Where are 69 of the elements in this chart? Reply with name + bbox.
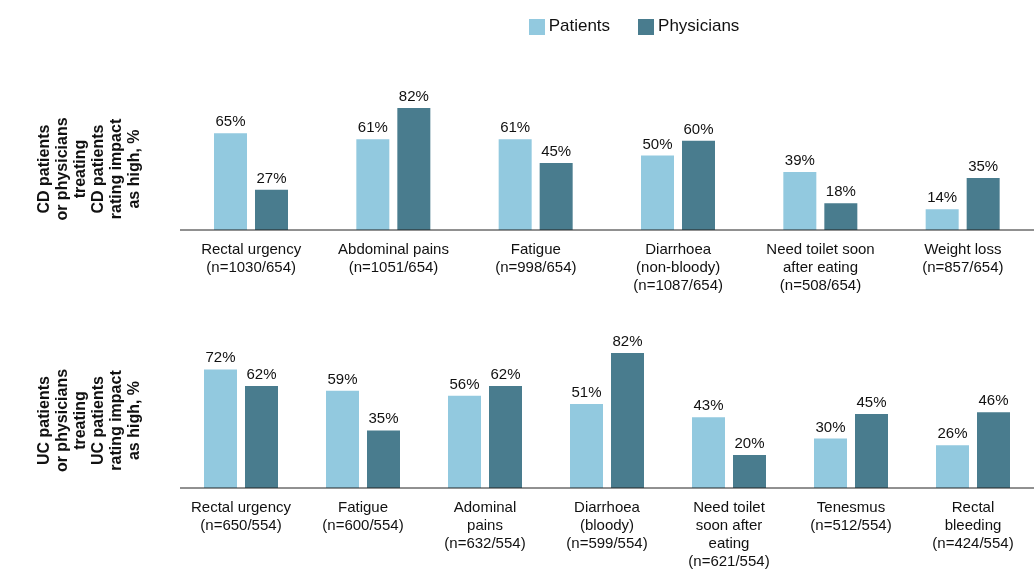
x-tick-label: Weight loss (n=857/654) bbox=[922, 240, 1004, 275]
data-label: 46% bbox=[978, 391, 1009, 409]
bar bbox=[936, 445, 969, 488]
data-label: 35% bbox=[368, 409, 399, 427]
data-label: 62% bbox=[246, 364, 277, 382]
bar bbox=[925, 209, 959, 230]
data-label: 39% bbox=[784, 150, 815, 168]
bar bbox=[641, 155, 674, 230]
x-tick-label: Need toilet soon after eating (n=508/654) bbox=[766, 240, 875, 293]
bar bbox=[245, 385, 278, 488]
legend-label: Physicians bbox=[658, 16, 740, 35]
data-label: 14% bbox=[927, 188, 958, 206]
bar bbox=[783, 171, 817, 230]
data-label: 50% bbox=[642, 134, 673, 152]
data-label: 18% bbox=[825, 182, 856, 200]
data-label: 82% bbox=[398, 87, 429, 104]
data-label: 26% bbox=[937, 424, 968, 442]
bar bbox=[356, 139, 390, 230]
x-tick-label: Tenesmus (n=512/554) bbox=[810, 498, 892, 533]
bar bbox=[570, 404, 603, 488]
data-label: 20% bbox=[734, 434, 765, 452]
data-label: 82% bbox=[612, 332, 643, 349]
bar bbox=[539, 163, 573, 230]
x-tick-label: Fatigue (n=600/554) bbox=[322, 498, 404, 533]
data-label: 72% bbox=[205, 348, 236, 366]
x-tick-label: Rectal bleeding (n=424/554) bbox=[932, 498, 1014, 551]
data-label: 35% bbox=[968, 156, 999, 174]
bar bbox=[489, 385, 522, 488]
bar bbox=[692, 417, 725, 488]
x-tick-label: Fatigue (n=998/654) bbox=[495, 240, 577, 275]
x-tick-label: Diarrhoea (bloody) (n=599/554) bbox=[566, 498, 648, 551]
data-label: 43% bbox=[693, 396, 724, 414]
bar bbox=[733, 455, 766, 488]
data-label: 45% bbox=[541, 142, 572, 160]
data-label: 27% bbox=[256, 168, 287, 186]
bar bbox=[397, 108, 431, 230]
bar bbox=[824, 203, 858, 230]
bar bbox=[204, 369, 237, 488]
data-label: 61% bbox=[357, 118, 388, 136]
y-axis-title: UC patients or physicians treating UC patients rating impact as high, % bbox=[35, 368, 142, 473]
data-label: 51% bbox=[571, 383, 602, 401]
data-label: 45% bbox=[856, 392, 887, 410]
bar bbox=[214, 133, 247, 230]
x-tick-label: Rectal urgency (n=1030/654) bbox=[201, 240, 302, 275]
bar bbox=[966, 177, 1000, 230]
data-label: 62% bbox=[490, 364, 521, 382]
data-label: 56% bbox=[449, 374, 480, 392]
bar bbox=[814, 438, 847, 488]
x-tick-label: Diarrhoea (non-bloody) (n=1087/654) bbox=[633, 240, 723, 293]
bar bbox=[498, 139, 532, 230]
x-tick-label: Need toilet soon after eating (n=621/554) bbox=[688, 498, 770, 569]
bar bbox=[255, 189, 288, 230]
data-label: 65% bbox=[215, 112, 246, 130]
bar bbox=[326, 390, 359, 488]
x-tick-label: Adominal pains (n=632/554) bbox=[444, 498, 526, 551]
x-tick-label: Abdominal pains (n=1051/654) bbox=[338, 240, 449, 275]
y-axis-title: CD patients or physicians treating CD patients rating impact as high, % bbox=[35, 117, 142, 221]
data-label: 59% bbox=[327, 369, 358, 387]
bar bbox=[977, 412, 1010, 488]
bar bbox=[611, 353, 644, 488]
data-label: 61% bbox=[500, 118, 531, 136]
bar bbox=[855, 413, 888, 488]
data-label: 60% bbox=[683, 119, 714, 137]
bar bbox=[448, 395, 481, 488]
bar bbox=[367, 430, 400, 488]
legend-label: Patients bbox=[548, 16, 611, 35]
x-tick-label: Rectal urgency (n=650/554) bbox=[190, 498, 292, 533]
bar bbox=[682, 140, 715, 230]
data-label: 30% bbox=[815, 417, 846, 435]
